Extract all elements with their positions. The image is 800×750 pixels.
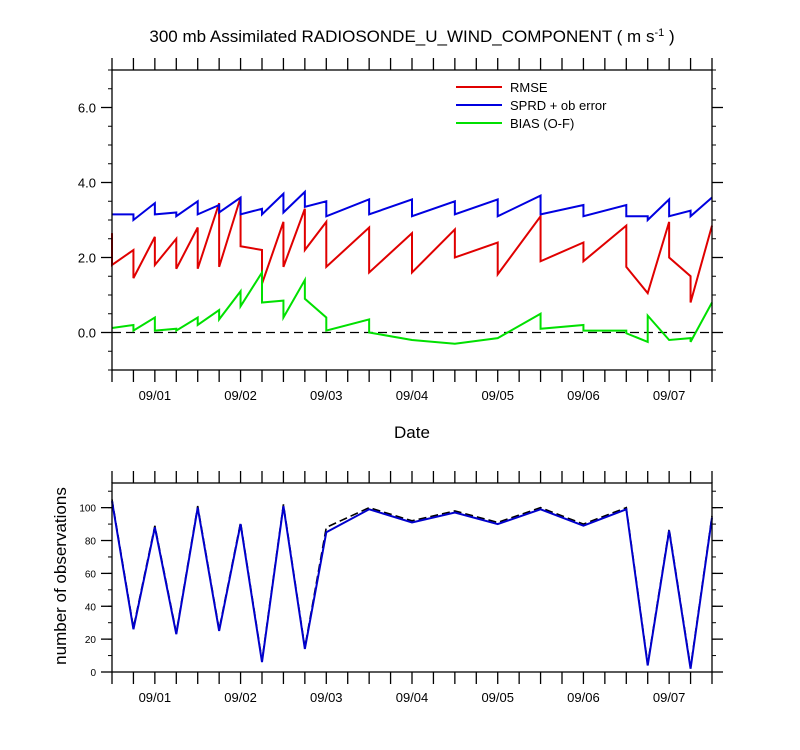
chart-title-text: 300 mb Assimilated RADIOSONDE_U_WIND_COM…	[149, 27, 654, 46]
bottom-y-ticks: 0 20 40 60 80 100	[79, 490, 723, 679]
top-plot-frame	[111, 69, 713, 371]
y-tick-label: 80	[85, 537, 97, 548]
chart-title: 300 mb Assimilated RADIOSONDE_U_WIND_COM…	[149, 27, 674, 46]
y-tick-label: 0	[90, 668, 96, 679]
top-y-ticks: 0.0 2.0 4.0 6.0	[78, 69, 723, 371]
legend: RMSE SPRD + ob error BIAS (O-F)	[456, 80, 607, 131]
x-tick-label: 09/07	[653, 388, 686, 403]
x-tick-label: 09/03	[310, 690, 343, 705]
chart-title-end: )	[664, 27, 674, 46]
y-tick-label: 2.0	[78, 251, 96, 266]
x-axis-title: Date	[394, 423, 430, 442]
series-line-possible	[111, 499, 713, 668]
y-tick-label: 40	[85, 602, 97, 613]
x-tick-label: 09/02	[224, 388, 257, 403]
x-tick-label: 09/05	[481, 388, 514, 403]
y-axis-title-observations: number of observations	[51, 487, 70, 665]
y-tick-label: 0.0	[78, 326, 96, 341]
x-tick-label: 09/01	[139, 690, 172, 705]
x-tick-label: 09/06	[567, 388, 600, 403]
x-tick-label: 09/07	[653, 690, 686, 705]
top-x-ticks: 09/01 09/02 09/03 09/04 09/05 09/06 09/07	[111, 58, 713, 403]
series-line-bias-o-f	[111, 269, 713, 345]
x-tick-label: 09/02	[224, 690, 257, 705]
x-tick-label: 09/06	[567, 690, 600, 705]
x-tick-label: 09/04	[396, 388, 429, 403]
legend-label: BIAS (O-F)	[510, 116, 574, 131]
x-tick-label: 09/01	[139, 388, 172, 403]
series-line-rmse	[111, 197, 713, 303]
top-series-group	[111, 189, 713, 345]
series-line-used	[111, 500, 713, 669]
top-panel: 300 mb Assimilated RADIOSONDE_U_WIND_COM…	[78, 27, 723, 442]
x-tick-label: 09/04	[396, 690, 429, 705]
bottom-series-group	[111, 499, 713, 669]
y-tick-label: 100	[79, 504, 96, 515]
bottom-x-ticks: 09/01 09/02 09/03 09/04 09/05 09/06 09/07	[111, 471, 713, 705]
y-tick-label: 20	[85, 635, 97, 646]
series-line-sprd-ob-error	[112, 189, 713, 223]
legend-label: RMSE	[510, 80, 548, 95]
x-tick-label: 09/03	[310, 388, 343, 403]
y-tick-label: 6.0	[78, 101, 96, 116]
x-tick-label: 09/05	[481, 690, 514, 705]
bottom-panel: 09/01 09/02 09/03 09/04 09/05 09/06 09/07 0 20 4…	[51, 471, 723, 705]
y-tick-label: 60	[85, 569, 97, 580]
chart-title-superscript: -1	[654, 27, 664, 39]
legend-label: SPRD + ob error	[510, 98, 607, 113]
y-tick-label: 4.0	[78, 176, 96, 191]
